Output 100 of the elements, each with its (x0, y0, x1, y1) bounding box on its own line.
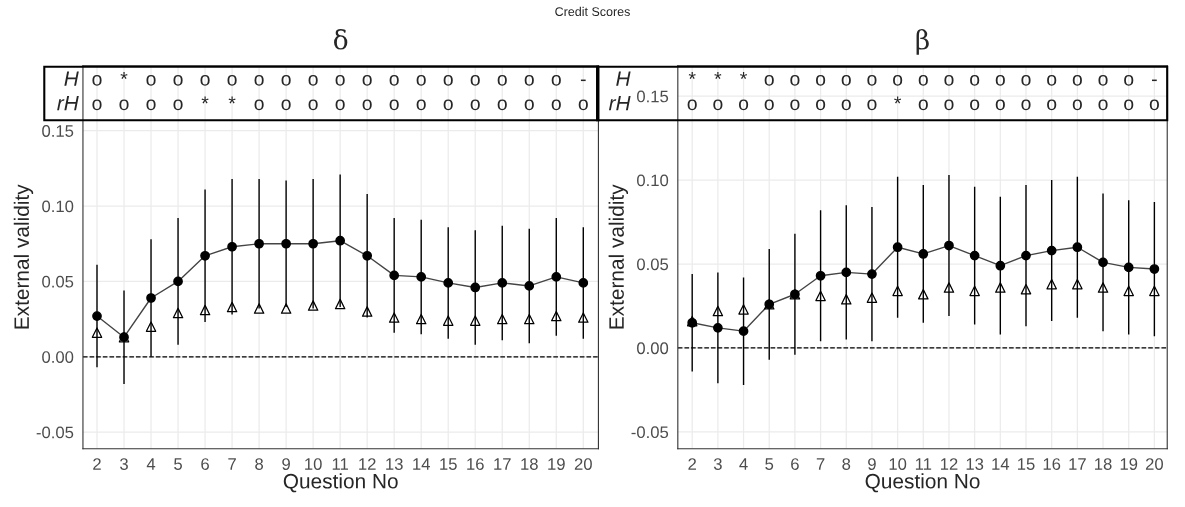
point (415, 313, 427, 325)
point (1098, 257, 1108, 268)
point (943, 282, 955, 293)
y-tick-label: 0.05 (637, 258, 669, 271)
x-axis-title: Question No (283, 473, 398, 493)
annotation: o (1072, 99, 1082, 111)
annotation: o (524, 75, 534, 86)
x-tick-label: 4 (146, 458, 156, 470)
point (841, 267, 852, 278)
point (227, 241, 237, 252)
x-tick-label: 13 (386, 458, 403, 470)
point (1046, 245, 1057, 256)
point (867, 269, 877, 279)
annotation: * (714, 72, 722, 79)
annotation: o (687, 99, 697, 111)
x-tick-label: 5 (174, 458, 182, 470)
point (388, 312, 400, 323)
annotation: o (200, 75, 210, 86)
x-tick-label: 5 (765, 458, 774, 470)
annotation: o (841, 75, 851, 86)
annotation: o (389, 99, 399, 111)
point (334, 298, 346, 310)
x-tick-label: 12 (359, 458, 376, 470)
point (172, 307, 184, 319)
point (918, 249, 929, 259)
annotation: o (335, 75, 345, 86)
annotation: o (1072, 75, 1082, 86)
x-tick-label: 6 (201, 458, 209, 470)
point (738, 304, 749, 315)
point (361, 306, 373, 317)
x-tick-label: 7 (228, 458, 236, 470)
point (815, 270, 826, 281)
x-tick-label: 12 (940, 458, 958, 470)
point (145, 321, 157, 332)
annotation: o (416, 99, 426, 111)
point (892, 285, 903, 297)
annotation: o (1124, 75, 1134, 86)
y-tick-label: 0.05 (42, 275, 74, 288)
point (1020, 283, 1032, 295)
annotation: o (790, 99, 800, 111)
annotation: o (173, 75, 183, 86)
annotation: o (497, 99, 507, 111)
x-tick-label: 17 (1069, 458, 1086, 470)
point (1021, 250, 1031, 261)
annotation: - (1152, 79, 1157, 82)
annotation: * (201, 96, 209, 104)
point (892, 242, 903, 253)
annotation: o (995, 99, 1005, 111)
annotation: o (1047, 75, 1057, 86)
x-tick-label: 16 (1043, 458, 1061, 470)
annotation: o (308, 75, 318, 86)
point (712, 305, 724, 317)
annotation: o (970, 75, 980, 86)
point (497, 278, 508, 288)
annotation: o (146, 99, 156, 111)
annotation: o (1098, 99, 1108, 111)
point (995, 260, 1006, 271)
x-tick-label: 2 (688, 458, 696, 470)
annotation: o (308, 99, 318, 111)
annotation: o (416, 75, 426, 86)
x-tick-label: 2 (93, 458, 101, 470)
point (1072, 242, 1083, 253)
point (995, 282, 1006, 293)
y-tick-label: -0.05 (631, 426, 669, 439)
annotation: o (173, 99, 183, 111)
x-tick-label: 18 (521, 458, 538, 470)
point (1097, 282, 1109, 293)
annotation: o (944, 99, 954, 111)
x-tick-label: 7 (816, 458, 825, 470)
annotation: o (816, 99, 826, 111)
text: H (616, 71, 631, 86)
annotation: o (92, 99, 102, 111)
annotation: o (790, 75, 800, 86)
y-axis-title: External validity (608, 184, 629, 329)
point (469, 315, 481, 326)
point (1149, 264, 1160, 274)
annotation: o (227, 75, 237, 86)
point (280, 303, 292, 314)
point (713, 322, 723, 333)
annotation: o (497, 75, 507, 86)
point (815, 290, 826, 302)
x-axis-title: Question No (865, 473, 980, 493)
point (200, 250, 210, 261)
annotation: o (551, 99, 561, 111)
annotation: o (254, 99, 264, 111)
annotation: o (470, 99, 480, 111)
x-tick-label: 14 (413, 458, 430, 470)
annotation: o (970, 99, 980, 111)
point (969, 250, 980, 261)
annotation: * (894, 96, 902, 104)
x-tick-label: 10 (305, 458, 322, 470)
x-tick-label: 9 (868, 458, 876, 470)
point (91, 327, 103, 338)
point (281, 238, 291, 249)
point (254, 238, 264, 249)
annotation: o (524, 99, 534, 111)
x-tick-label: 10 (889, 458, 907, 470)
x-tick-label: 4 (739, 458, 748, 470)
point (496, 313, 508, 325)
annotation: o (1149, 99, 1159, 111)
